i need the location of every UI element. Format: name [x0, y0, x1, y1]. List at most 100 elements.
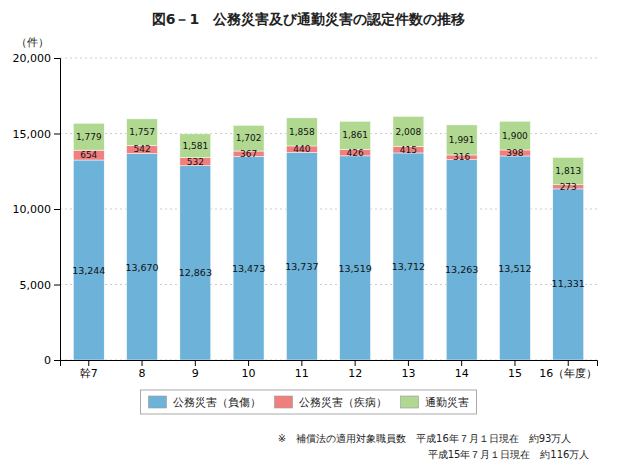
y-tick: 20,000	[13, 52, 61, 65]
bars	[73, 116, 583, 360]
data-label: 2,008	[396, 127, 422, 137]
x-tick-label: 13	[401, 367, 415, 380]
y-axis-line	[54, 59, 61, 361]
x-tick-mark	[355, 360, 356, 366]
data-label: 440	[293, 144, 310, 154]
data-label: 13,473	[232, 263, 265, 274]
y-tick-label: 20,000	[13, 52, 52, 65]
y-tick-mark	[54, 285, 60, 286]
x-tick-label: 11	[295, 367, 309, 380]
x-tick-label: 8	[139, 367, 146, 380]
x-tick: 10	[242, 360, 256, 380]
series-bars	[73, 116, 583, 184]
x-tick-mark	[568, 360, 569, 366]
legend-item: 通勤災害	[401, 396, 469, 409]
data-label: 13,263	[445, 264, 478, 275]
x-axis-line	[61, 361, 598, 367]
y-axis: 0 5,000 10,000 15,000 20,000	[13, 52, 61, 367]
legend-item: 公務災害（疾病）	[275, 396, 387, 409]
legend-swatch	[401, 396, 419, 408]
data-label: 316	[453, 152, 470, 162]
bar	[233, 125, 264, 151]
bar	[553, 189, 584, 360]
x-tick-mark	[142, 360, 143, 366]
x-tick-mark	[301, 360, 302, 366]
legend: 公務災害（負傷） 公務災害（疾病） 通勤災害	[141, 390, 477, 414]
x-tick: 11	[295, 360, 309, 380]
data-label: 1,861	[342, 130, 368, 140]
bar	[286, 118, 317, 146]
legend-item: 公務災害（負傷）	[149, 396, 261, 409]
bar	[73, 123, 104, 150]
legend-label: 公務災害（疾病）	[299, 396, 387, 409]
x-tick: 14	[455, 360, 469, 380]
x-tick-label: 14	[455, 367, 469, 380]
bar	[446, 125, 477, 155]
bar	[500, 121, 531, 150]
data-label: 273	[560, 182, 577, 192]
data-label: 1,581	[182, 141, 208, 151]
y-tick-label: 5,000	[20, 279, 52, 292]
bar	[286, 153, 317, 360]
x-tick-mark	[461, 360, 462, 366]
x-tick-label: 10	[242, 367, 256, 380]
bar	[73, 150, 104, 160]
bar	[127, 145, 158, 153]
data-label: 1,813	[555, 166, 581, 176]
data-label: 11,331	[552, 278, 585, 289]
y-tick: 0	[44, 354, 60, 367]
data-label: 532	[187, 157, 204, 167]
x-tick: 幹7	[80, 360, 98, 380]
bar	[73, 160, 104, 360]
data-label: 13,519	[339, 263, 372, 274]
data-label: 13,737	[285, 261, 318, 272]
legend-frame	[141, 390, 477, 414]
x-tick-mark	[514, 360, 515, 366]
x-tick-label: 幹7	[80, 367, 98, 380]
x-axis: 幹78910111213141516（年度）	[61, 360, 598, 380]
bar	[446, 160, 477, 360]
bar	[233, 157, 264, 360]
y-tick: 10,000	[13, 203, 61, 216]
title: 図6－1 公務災害及び通勤災害の認定件数の推移	[152, 11, 465, 27]
y-tick-mark	[54, 134, 60, 135]
data-label: 398	[506, 148, 523, 158]
data-label: 542	[133, 144, 150, 154]
grid-line	[60, 58, 597, 59]
data-label: 1,702	[236, 133, 262, 143]
bar	[393, 153, 424, 360]
data-label: 654	[80, 150, 97, 160]
y-tick-mark	[54, 58, 60, 59]
data-label: 13,512	[498, 263, 531, 274]
x-tick: 9	[192, 360, 199, 380]
data-label: 1,900	[502, 131, 528, 141]
data-label: 1,991	[449, 135, 475, 145]
data-label: 13,670	[125, 262, 158, 273]
y-tick-mark	[54, 209, 60, 210]
bar	[180, 158, 211, 166]
bar	[340, 156, 371, 360]
x-tick: 12	[348, 360, 362, 380]
data-labels: 13,24413,67012,86313,47313,73713,51913,7…	[72, 127, 585, 289]
data-label: 415	[400, 145, 417, 155]
legend-swatch	[149, 396, 167, 408]
legend-label: 通勤災害	[425, 396, 469, 409]
bar	[500, 156, 531, 360]
y-axis-title: （件）	[16, 36, 49, 49]
y-tick-label: 15,000	[13, 128, 52, 141]
chart: 図6－1 公務災害及び通勤災害の認定件数の推移13,24413,67012,86…	[0, 0, 617, 472]
x-tick-label: 16（年度）	[539, 367, 597, 380]
data-label: 13,712	[392, 261, 425, 272]
x-tick-mark	[248, 360, 249, 366]
bar	[127, 119, 158, 146]
x-tick-mark	[408, 360, 409, 366]
x-tick: 13	[401, 360, 415, 380]
series-bars	[73, 153, 583, 360]
grid	[60, 58, 597, 360]
plot: 13,24413,67012,86313,47313,73713,51913,7…	[13, 52, 598, 380]
bar	[180, 166, 211, 360]
bar	[180, 134, 211, 158]
x-tick-label: 12	[348, 367, 362, 380]
x-tick-label: 9	[192, 367, 199, 380]
legend-label: 公務災害（負傷）	[173, 396, 261, 409]
